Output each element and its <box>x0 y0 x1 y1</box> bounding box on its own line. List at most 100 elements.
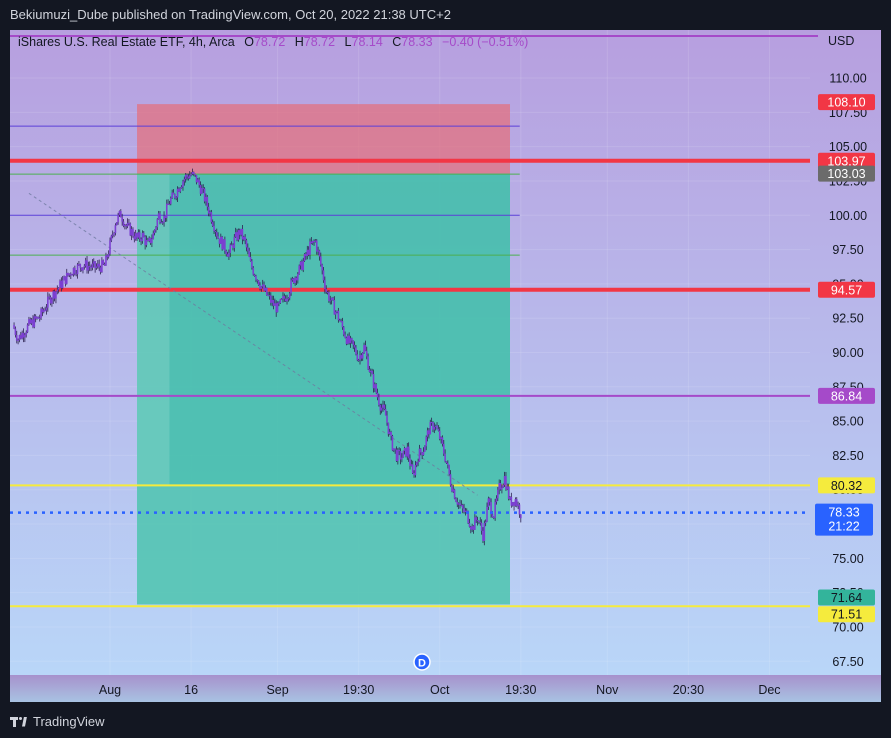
candle-body <box>128 222 130 224</box>
price-tag-bg <box>818 281 875 298</box>
candle-body <box>187 176 190 179</box>
candle-body <box>286 298 288 302</box>
candle-body <box>171 192 173 199</box>
candle-body <box>392 448 395 451</box>
candle-body <box>505 476 507 490</box>
candle-body <box>291 278 294 281</box>
y-tick-label: 100.00 <box>829 209 867 223</box>
candle-body <box>215 232 218 237</box>
candle-body <box>390 431 392 436</box>
candle-body <box>506 486 509 490</box>
candle-body <box>297 273 299 281</box>
candle-body <box>142 232 145 237</box>
candle-body <box>495 498 498 502</box>
candle-body <box>47 296 49 308</box>
candle-body <box>437 428 440 431</box>
candle-body <box>192 172 195 175</box>
candle-body <box>26 324 29 333</box>
candle-body <box>156 219 159 228</box>
candle-body <box>367 356 369 370</box>
candle-body <box>282 296 284 299</box>
candle-body <box>276 302 279 313</box>
x-tick-label: Dec <box>758 683 780 697</box>
candle-body <box>242 236 245 240</box>
candle-body <box>44 310 46 312</box>
candle-body <box>234 232 237 237</box>
candle-body <box>34 316 37 319</box>
x-tick-label: 16 <box>184 683 198 697</box>
candle-body <box>168 203 171 205</box>
candle-body <box>517 504 519 506</box>
candle-body <box>283 296 286 299</box>
candle-body <box>130 228 133 236</box>
y-tick-label: 85.00 <box>832 415 863 429</box>
candle-body <box>353 344 356 348</box>
candle-body <box>183 179 186 182</box>
candle-body <box>303 253 306 261</box>
candle-body <box>153 230 156 234</box>
candle-body <box>275 303 278 313</box>
candle-body <box>65 272 68 284</box>
candle-body <box>417 461 419 463</box>
candle-body <box>118 211 121 216</box>
candle-body <box>97 263 99 267</box>
price-tag-bg <box>818 606 875 623</box>
candle-body <box>90 266 92 268</box>
candle-body <box>307 249 310 255</box>
tradingview-logo[interactable]: TradingView <box>10 714 105 729</box>
candle-body <box>478 520 480 522</box>
candle-countdown: 21:22 <box>828 520 859 534</box>
trend-line[interactable] <box>28 192 478 496</box>
candle-body <box>252 267 255 275</box>
price-tag-bg <box>818 165 875 182</box>
candle-body <box>397 449 399 462</box>
candle-body <box>359 355 361 360</box>
candle-body <box>520 514 522 519</box>
candle-body <box>164 215 167 219</box>
candle-body <box>482 530 484 542</box>
candle-body <box>245 240 248 248</box>
candle-body <box>356 354 359 361</box>
candle-body <box>514 499 517 506</box>
candle-body <box>251 261 253 268</box>
candle-body <box>249 256 252 262</box>
candle-body <box>488 498 491 503</box>
candle-body <box>411 464 414 474</box>
candle-body <box>148 237 150 241</box>
chart-svg[interactable]: 67.5070.0072.5075.0077.5080.0082.5085.00… <box>10 30 881 702</box>
candle-body <box>471 526 473 530</box>
dividend-marker[interactable]: D <box>413 653 431 671</box>
candle-body <box>395 449 398 462</box>
publish-header: Bekiumuzi_Dube published on TradingView.… <box>0 0 891 30</box>
candle-body <box>357 359 360 361</box>
candle-body <box>326 291 329 293</box>
candle-body <box>268 295 271 297</box>
price-tag-label: 94.57 <box>831 283 862 297</box>
candle-body <box>207 206 210 214</box>
candle-body <box>484 521 487 524</box>
legend-o-value: 78.72 <box>254 35 285 49</box>
candle-body <box>355 347 357 355</box>
candle-body <box>160 222 163 224</box>
candle-body <box>425 436 428 447</box>
candle-body <box>386 415 388 423</box>
candle-body <box>244 236 246 241</box>
candle-body <box>474 517 476 530</box>
candle-body <box>409 458 411 466</box>
candle-body <box>56 289 59 292</box>
stop-loss-zone <box>137 104 510 174</box>
legend-l-value: 78.14 <box>352 35 383 49</box>
candle-body <box>317 250 319 252</box>
candle-body <box>105 255 107 266</box>
candle-body <box>388 431 391 434</box>
candle-body <box>110 235 113 241</box>
chart-area[interactable]: 67.5070.0072.5075.0077.5080.0082.5085.00… <box>10 30 881 702</box>
y-tick-label: 110.00 <box>829 72 866 86</box>
candle-body <box>374 384 376 389</box>
candle-body <box>515 499 518 506</box>
candle-body <box>202 188 205 190</box>
candle-body <box>420 448 422 453</box>
candle-body <box>280 298 283 300</box>
candle-body <box>310 241 313 244</box>
candle-body <box>479 521 482 523</box>
